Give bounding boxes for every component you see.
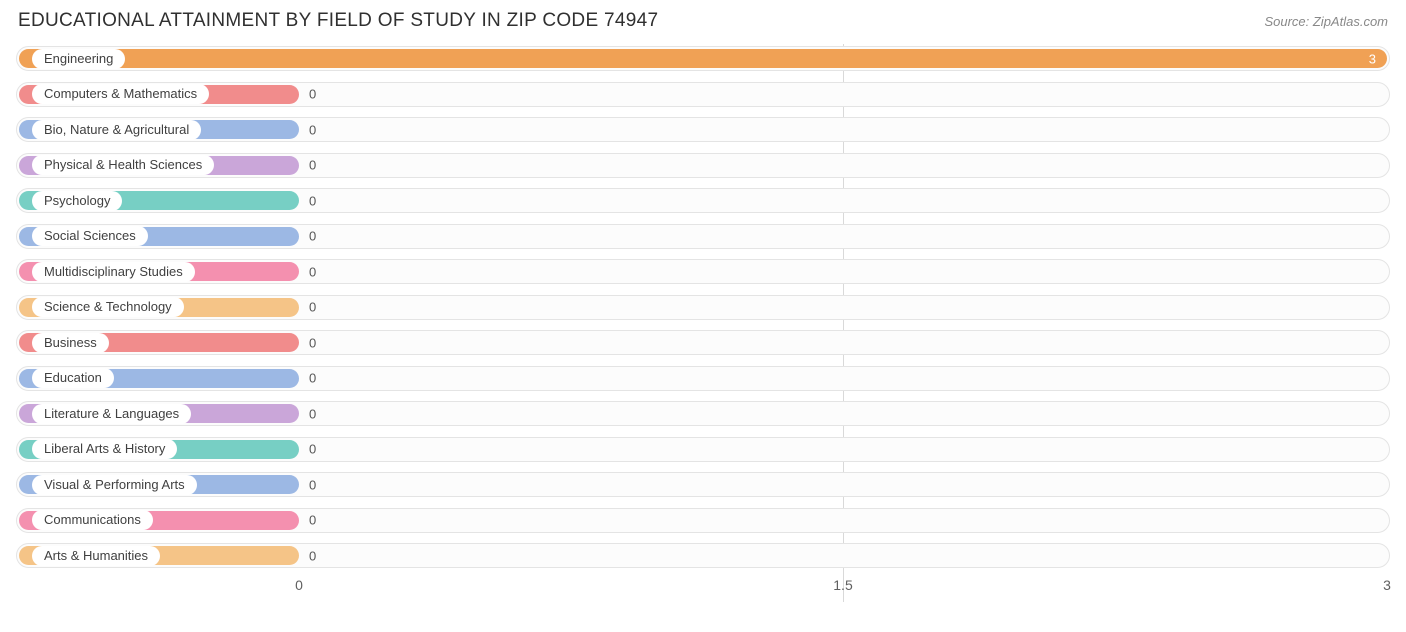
- bar-label-pill: Literature & Languages: [32, 404, 191, 424]
- bar-label-pill: Computers & Mathematics: [32, 84, 209, 104]
- bar-value: 0: [309, 513, 316, 528]
- chart-header: EDUCATIONAL ATTAINMENT BY FIELD OF STUDY…: [0, 0, 1406, 38]
- bar-label-pill: Engineering: [32, 49, 125, 69]
- bar-value: 0: [309, 335, 316, 350]
- bar-row: Business 0: [16, 328, 1390, 357]
- bar-value: 0: [309, 87, 316, 102]
- bar-label-pill: Arts & Humanities: [32, 546, 160, 566]
- bar-value: 0: [309, 406, 316, 421]
- bar-label-pill: Visual & Performing Arts: [32, 475, 197, 495]
- bar-label-pill: Psychology: [32, 191, 122, 211]
- bar-row: Psychology 0: [16, 186, 1390, 215]
- x-tick: 3: [1383, 577, 1391, 593]
- bar-label-pill: Communications: [32, 510, 153, 530]
- bar-value: 0: [309, 300, 316, 315]
- bar-value: 0: [309, 477, 316, 492]
- bar-value: 0: [309, 548, 316, 563]
- bar-value: 0: [309, 229, 316, 244]
- bar-value: 0: [309, 264, 316, 279]
- bar-label-pill: Bio, Nature & Agricultural: [32, 120, 201, 140]
- bar-label-pill: Multidisciplinary Studies: [32, 262, 195, 282]
- bar-value: 0: [309, 122, 316, 137]
- bar-value: 0: [309, 442, 316, 457]
- bar-label-pill: Social Sciences: [32, 226, 148, 246]
- bar-row: Physical & Health Sciences 0: [16, 151, 1390, 180]
- bar-row: Social Sciences 0: [16, 222, 1390, 251]
- bar-label-pill: Science & Technology: [32, 297, 184, 317]
- bar-label-pill: Business: [32, 333, 109, 353]
- bar-row: Arts & Humanities 0: [16, 541, 1390, 570]
- bar-row: Bio, Nature & Agricultural 0: [16, 115, 1390, 144]
- bar-chart: Engineering3Computers & Mathematics0Bio,…: [0, 38, 1406, 570]
- bar-row: Multidisciplinary Studies 0: [16, 257, 1390, 286]
- bar-label-pill: Physical & Health Sciences: [32, 155, 214, 175]
- bar-fill: [19, 49, 1387, 68]
- x-axis: 01.53: [16, 577, 1390, 601]
- bar-value: 0: [309, 371, 316, 386]
- bar-row: Engineering 3: [16, 44, 1390, 73]
- bar-row: Education 0: [16, 364, 1390, 393]
- chart-title: EDUCATIONAL ATTAINMENT BY FIELD OF STUDY…: [18, 10, 658, 32]
- chart-source: Source: ZipAtlas.com: [1264, 14, 1388, 29]
- bar-row: Literature & Languages 0: [16, 399, 1390, 428]
- bar-value: 0: [309, 193, 316, 208]
- x-tick: 0: [295, 577, 303, 593]
- bar-value: 0: [309, 158, 316, 173]
- bar-row: Science & Technology 0: [16, 293, 1390, 322]
- x-tick: 1.5: [833, 577, 852, 593]
- bar-label-pill: Liberal Arts & History: [32, 439, 177, 459]
- bar-row: Liberal Arts & History 0: [16, 435, 1390, 464]
- bar-row: Computers & Mathematics 0: [16, 80, 1390, 109]
- bar-row: Communications 0: [16, 506, 1390, 535]
- bar-label-pill: Education: [32, 368, 114, 388]
- bar-row: Visual & Performing Arts 0: [16, 470, 1390, 499]
- bar-value: 3: [1369, 51, 1376, 66]
